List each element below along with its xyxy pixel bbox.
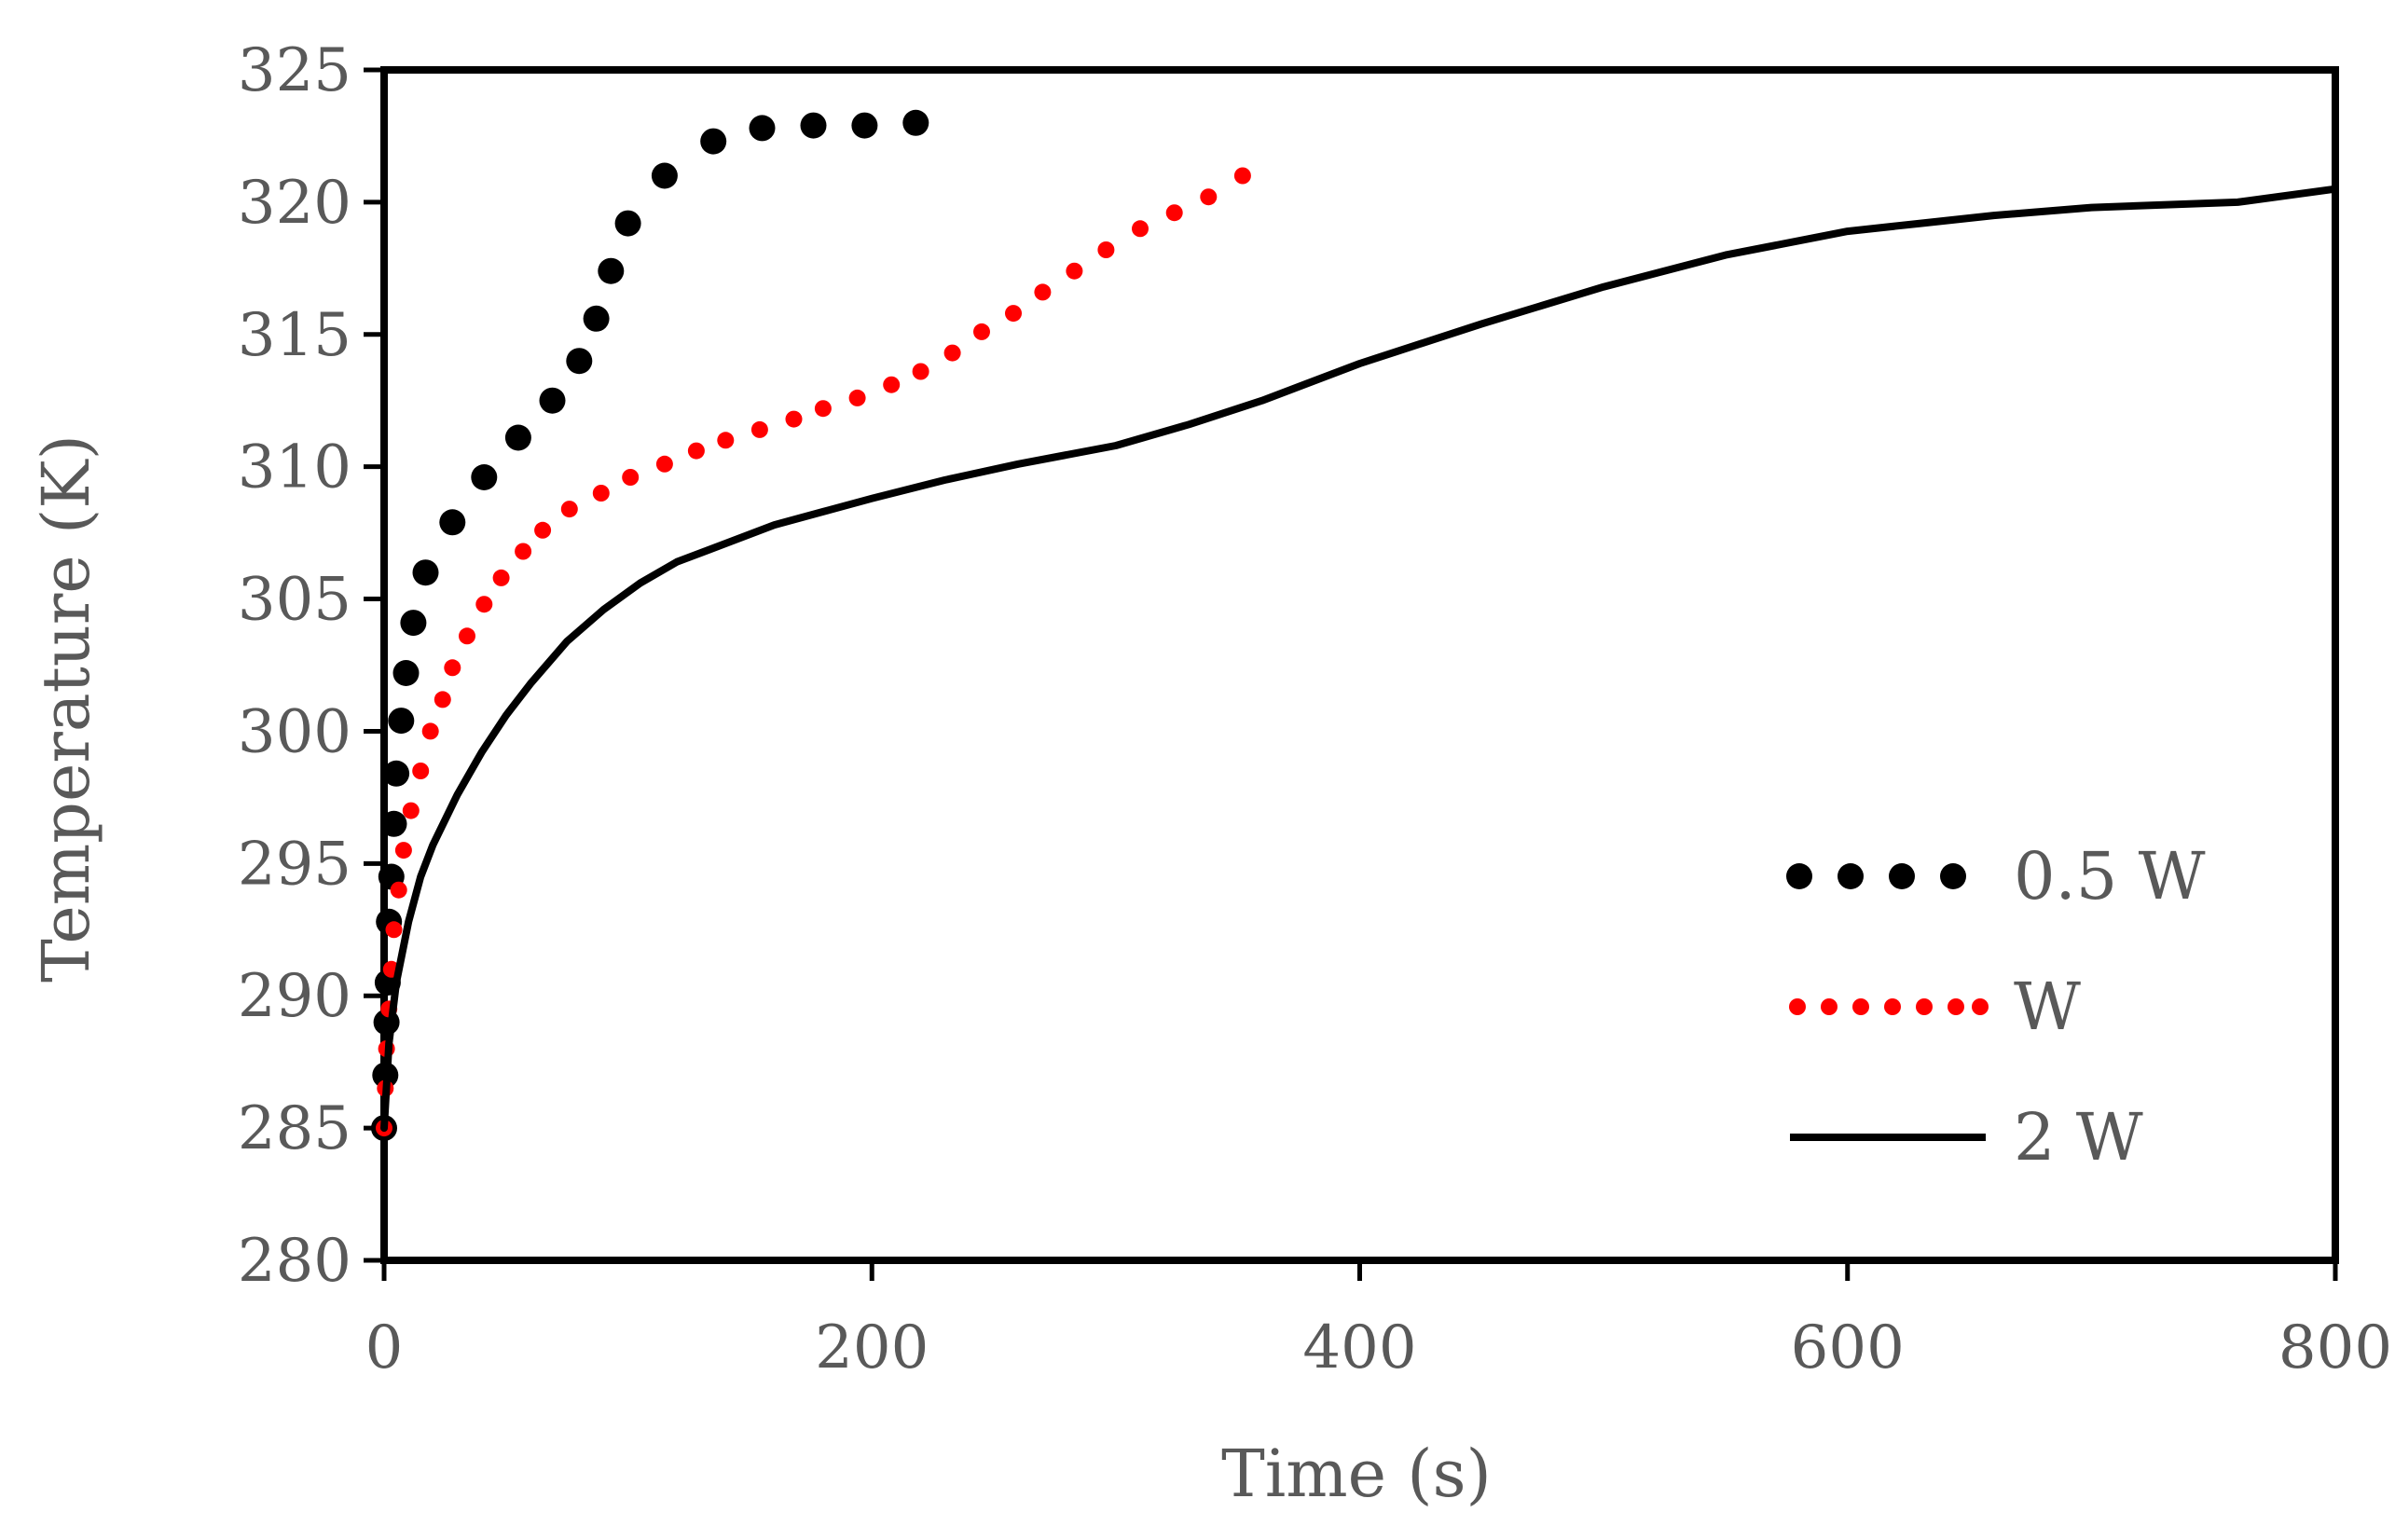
data-point bbox=[717, 432, 735, 449]
y-axis-title: Temperature (K) bbox=[28, 434, 104, 983]
legend-dot-swatch bbox=[1940, 863, 1966, 889]
data-point bbox=[1034, 283, 1052, 301]
x-tick-label: 200 bbox=[815, 1313, 929, 1382]
legend-dot-swatch bbox=[1972, 998, 1989, 1015]
data-point bbox=[1233, 167, 1251, 185]
legend-dot-swatch bbox=[1916, 998, 1933, 1015]
data-point bbox=[800, 112, 827, 139]
data-point bbox=[394, 842, 412, 859]
y-tick-label: 285 bbox=[238, 1094, 351, 1163]
series-layer bbox=[371, 109, 2339, 1142]
data-point bbox=[749, 115, 776, 142]
data-point bbox=[655, 455, 673, 473]
data-point bbox=[848, 389, 866, 406]
legend-dot-swatch bbox=[1889, 863, 1915, 889]
data-point bbox=[392, 660, 420, 686]
data-point bbox=[1066, 262, 1083, 280]
data-point bbox=[1005, 305, 1022, 323]
data-point bbox=[412, 763, 430, 779]
data-point bbox=[1097, 241, 1115, 258]
data-point bbox=[492, 569, 510, 586]
legend-item: W bbox=[1789, 969, 2081, 1045]
series-line bbox=[380, 185, 2339, 1133]
data-point bbox=[1132, 220, 1149, 238]
data-point bbox=[539, 387, 566, 414]
legend-dot-swatch bbox=[1789, 998, 1806, 1015]
legend-dot-swatch bbox=[1852, 998, 1869, 1015]
data-point bbox=[444, 659, 461, 677]
y-tick-label: 315 bbox=[238, 301, 351, 370]
data-point bbox=[475, 596, 493, 613]
data-point bbox=[902, 109, 929, 136]
y-tick-label: 310 bbox=[238, 433, 351, 502]
data-point bbox=[383, 760, 410, 787]
y-tick-label: 290 bbox=[238, 962, 351, 1031]
data-point bbox=[439, 509, 466, 536]
data-point bbox=[700, 128, 727, 155]
legend-dot-swatch bbox=[1821, 998, 1838, 1015]
legend-label: W bbox=[2014, 969, 2081, 1045]
data-point bbox=[622, 469, 640, 486]
data-point bbox=[421, 722, 439, 740]
data-point bbox=[687, 442, 705, 460]
x-axis-title: Time (s) bbox=[1221, 1436, 1492, 1512]
data-point bbox=[566, 348, 593, 375]
legend-dot-swatch bbox=[1838, 863, 1864, 889]
plot-frame bbox=[380, 66, 2339, 1264]
data-point bbox=[883, 376, 901, 393]
data-point bbox=[1165, 204, 1183, 222]
data-point bbox=[750, 420, 768, 438]
legend-dot-swatch bbox=[1884, 998, 1901, 1015]
data-point bbox=[515, 543, 532, 560]
legend-dot-swatch bbox=[1786, 863, 1812, 889]
data-point bbox=[388, 708, 415, 735]
data-point bbox=[785, 410, 803, 428]
data-point bbox=[459, 627, 475, 645]
data-point bbox=[385, 921, 403, 939]
series-2-w bbox=[380, 185, 2339, 1133]
legend-item: 0.5 W bbox=[1786, 838, 2206, 914]
data-point bbox=[390, 881, 407, 899]
data-point bbox=[402, 802, 420, 819]
x-tick-label: 600 bbox=[1791, 1313, 1905, 1382]
y-tick-label: 300 bbox=[238, 697, 351, 766]
legend-item: 2 W bbox=[1790, 1099, 2143, 1176]
y-tick-label: 320 bbox=[238, 169, 351, 238]
legend-dot-swatch bbox=[1948, 998, 1964, 1015]
data-point bbox=[434, 691, 451, 708]
series-w bbox=[376, 167, 1251, 1137]
legend: 0.5 W W 2 W bbox=[1786, 838, 2206, 1176]
axes: 280 285 290 295 300 305 310 315 320 325 0 200 400 600… bbox=[238, 36, 2392, 1382]
data-point bbox=[400, 610, 427, 637]
y-tick-label: 305 bbox=[238, 566, 351, 635]
data-point bbox=[1200, 188, 1218, 206]
x-tick-label: 400 bbox=[1302, 1313, 1416, 1382]
y-tick-label: 325 bbox=[238, 36, 351, 105]
data-point bbox=[583, 305, 610, 332]
legend-label: 0.5 W bbox=[2014, 838, 2206, 914]
data-point bbox=[560, 501, 578, 518]
x-tick-label: 0 bbox=[365, 1313, 404, 1382]
data-point bbox=[651, 162, 678, 189]
series-0-5-w bbox=[371, 109, 929, 1142]
data-point bbox=[912, 363, 929, 380]
data-point bbox=[412, 559, 439, 586]
data-point bbox=[614, 210, 641, 237]
legend-label: 2 W bbox=[2014, 1099, 2143, 1176]
data-point bbox=[598, 257, 625, 284]
data-point bbox=[380, 810, 407, 837]
data-point bbox=[504, 424, 531, 451]
data-point bbox=[851, 112, 878, 139]
y-tick-label: 295 bbox=[238, 830, 351, 899]
data-point bbox=[471, 464, 498, 490]
data-point bbox=[943, 344, 961, 362]
y-tick-label: 280 bbox=[238, 1227, 351, 1296]
data-point bbox=[592, 485, 610, 502]
data-point bbox=[534, 521, 552, 539]
x-tick-label: 800 bbox=[2278, 1313, 2392, 1382]
data-point bbox=[814, 400, 832, 418]
data-point bbox=[973, 323, 990, 340]
